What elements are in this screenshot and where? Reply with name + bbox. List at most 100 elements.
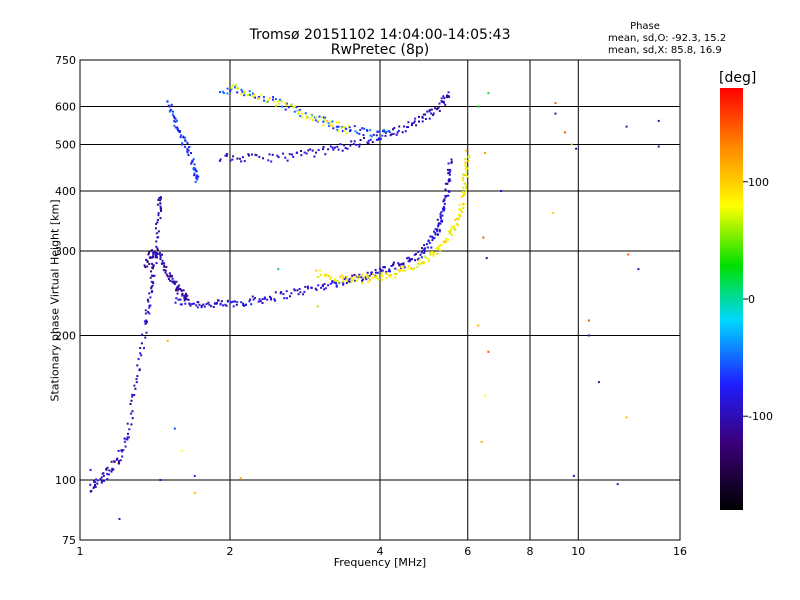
echo-point xyxy=(392,264,394,267)
echo-point xyxy=(329,145,332,148)
echo-point xyxy=(448,95,451,98)
echo-point xyxy=(463,203,466,205)
echo-point xyxy=(292,155,295,158)
echo-point xyxy=(345,282,348,284)
echo-point xyxy=(139,352,142,355)
echo-point xyxy=(331,281,334,284)
echo-point xyxy=(284,156,287,159)
echo-point xyxy=(575,147,578,150)
echo-point xyxy=(164,269,167,272)
echo-point xyxy=(254,153,257,156)
echo-point xyxy=(367,142,370,145)
echo-point xyxy=(398,125,401,128)
echo-point xyxy=(425,256,428,259)
echo-point xyxy=(176,126,179,129)
echo-point xyxy=(353,273,356,276)
echo-point xyxy=(268,97,271,99)
echo-point xyxy=(406,126,409,128)
echo-point xyxy=(224,303,227,306)
echo-point xyxy=(222,304,224,307)
echo-point xyxy=(150,270,152,273)
echo-point xyxy=(182,289,185,292)
echo-point xyxy=(369,129,372,132)
echo-point xyxy=(166,339,169,342)
echo-point xyxy=(161,262,164,265)
echo-point xyxy=(390,133,393,136)
echo-point xyxy=(625,416,628,419)
echo-point xyxy=(388,131,391,134)
echo-point xyxy=(371,277,374,280)
echo-point xyxy=(128,428,131,431)
echo-point xyxy=(323,283,326,286)
echo-point xyxy=(148,251,151,254)
echo-point xyxy=(159,197,162,200)
echo-point xyxy=(392,128,394,131)
echo-point xyxy=(107,473,110,476)
echo-point xyxy=(159,479,162,481)
echo-point xyxy=(289,295,291,298)
echo-point xyxy=(437,106,440,109)
echo-point xyxy=(414,117,417,120)
echo-point xyxy=(175,289,177,292)
echo-point xyxy=(105,468,108,470)
echo-point xyxy=(322,146,325,148)
echo-point xyxy=(168,110,171,113)
echo-point xyxy=(428,117,431,120)
echo-point xyxy=(330,275,333,278)
echo-point xyxy=(158,197,161,199)
echo-point xyxy=(100,480,103,483)
echo-point xyxy=(323,273,326,276)
echo-point xyxy=(170,103,173,106)
echo-point xyxy=(123,437,126,440)
echo-point xyxy=(351,274,354,277)
echo-point xyxy=(465,170,468,173)
echo-point xyxy=(376,130,379,133)
echo-point xyxy=(385,270,388,273)
echo-point xyxy=(176,289,179,292)
echo-point xyxy=(186,150,189,153)
echo-point xyxy=(327,284,330,287)
echo-point xyxy=(436,229,439,232)
echo-point xyxy=(171,113,174,116)
echo-point xyxy=(448,171,451,174)
echo-point xyxy=(587,319,590,322)
echo-point xyxy=(230,86,233,89)
echo-point xyxy=(381,269,384,272)
echo-point xyxy=(277,268,280,271)
echo-point xyxy=(361,127,364,130)
echo-point xyxy=(430,235,433,238)
echo-point xyxy=(161,253,163,256)
echo-point xyxy=(421,116,424,119)
echo-point xyxy=(465,185,468,188)
echo-point xyxy=(168,272,171,275)
echo-point xyxy=(440,243,443,246)
echo-point xyxy=(190,152,192,154)
echo-point xyxy=(443,199,445,202)
echo-point xyxy=(394,267,397,270)
echo-point xyxy=(156,253,159,255)
echo-point xyxy=(410,267,413,269)
echo-point xyxy=(267,99,270,102)
echo-point xyxy=(163,265,166,268)
echo-point xyxy=(397,262,400,265)
echo-point xyxy=(270,298,273,301)
echo-point xyxy=(157,212,160,215)
echo-point xyxy=(365,278,368,281)
echo-point xyxy=(183,299,186,302)
echo-point xyxy=(374,276,376,278)
echo-point xyxy=(140,354,143,357)
echo-point xyxy=(333,278,336,281)
echo-point xyxy=(342,280,344,283)
echo-point xyxy=(418,115,420,118)
echo-point xyxy=(253,297,256,300)
echo-point xyxy=(155,223,158,225)
echo-point xyxy=(185,298,188,301)
echo-point xyxy=(447,162,450,165)
echo-point xyxy=(342,277,344,280)
echo-point xyxy=(450,227,452,230)
echo-point xyxy=(258,96,261,98)
echo-point xyxy=(397,268,399,271)
echo-point xyxy=(332,148,335,151)
echo-point xyxy=(320,116,323,119)
echo-point xyxy=(148,263,151,265)
